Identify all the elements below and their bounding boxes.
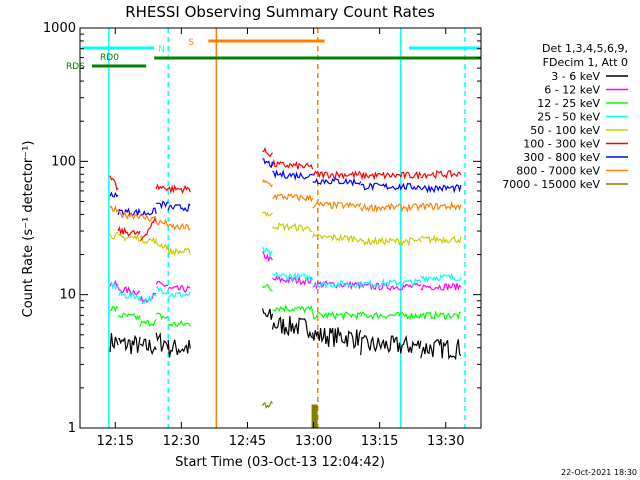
series-line-3 xyxy=(109,283,462,328)
series-line-4 xyxy=(110,246,462,304)
x-axis-label: Start Time (03-Oct-13 12:04:42) xyxy=(175,455,385,470)
legend-entry-4: 25 - 50 keV xyxy=(537,111,600,124)
x-tick-label-1: 12:15 xyxy=(97,434,134,449)
chart-title: RHESSI Observing Summary Count Rates xyxy=(125,3,435,21)
legend-entry-3: 12 - 25 keV xyxy=(537,97,600,110)
legend-header-2: FDecim 1, Att 0 xyxy=(543,56,628,69)
y-tick-label-2: 10 xyxy=(59,288,76,303)
legend-entry-2: 6 - 12 keV xyxy=(544,84,600,97)
x-tick-label-5: 13:15 xyxy=(361,434,398,449)
legend-entry-9: 7000 - 15000 keV xyxy=(502,178,600,191)
legend-entry-5: 50 - 100 keV xyxy=(530,124,600,137)
flag-label-3: RDS xyxy=(66,62,85,72)
x-tick-label-2: 12:30 xyxy=(163,434,200,449)
y-tick-label-4: 1000 xyxy=(43,21,76,36)
series-line-8 xyxy=(109,178,462,231)
x-tick-label-3: 12:45 xyxy=(229,434,266,449)
y-axis-label: Count Rate (s⁻¹ detector⁻¹) xyxy=(21,141,36,318)
timestamp: 22-Oct-2021 18:30 xyxy=(561,468,637,477)
series-line-7 xyxy=(109,158,462,217)
x-tick-label-4: 13:00 xyxy=(295,434,332,449)
plot-area: N RD0 RDS S 12:15 12:30 12:45 13:00 13:15 13:30 1 1… xyxy=(43,21,482,449)
series-line-9 xyxy=(261,400,273,409)
legend-entry-6: 100 - 300 keV xyxy=(523,138,600,151)
flag-label-2: RD0 xyxy=(100,53,119,63)
series-line-5 xyxy=(109,211,462,258)
y-tick-label-1: 1 xyxy=(68,421,76,436)
legend-entry-1: 3 - 6 keV xyxy=(551,70,600,83)
legend-entry-7: 300 - 800 keV xyxy=(523,151,600,164)
x-tick-label-6: 13:30 xyxy=(427,434,464,449)
legend-entry-8: 800 - 7000 keV xyxy=(516,165,600,178)
legend-header-1: Det 1,3,4,5,6,9, xyxy=(542,42,628,55)
series-line-2 xyxy=(109,251,462,305)
flag-label-4: S xyxy=(188,38,194,48)
axes-frame xyxy=(79,27,482,429)
y-tick-label-3: 100 xyxy=(51,154,76,169)
series-spike-9 xyxy=(311,404,318,428)
series-line-1 xyxy=(109,308,462,361)
flag-label-1: N xyxy=(158,45,165,55)
series-line-6 xyxy=(109,146,462,242)
